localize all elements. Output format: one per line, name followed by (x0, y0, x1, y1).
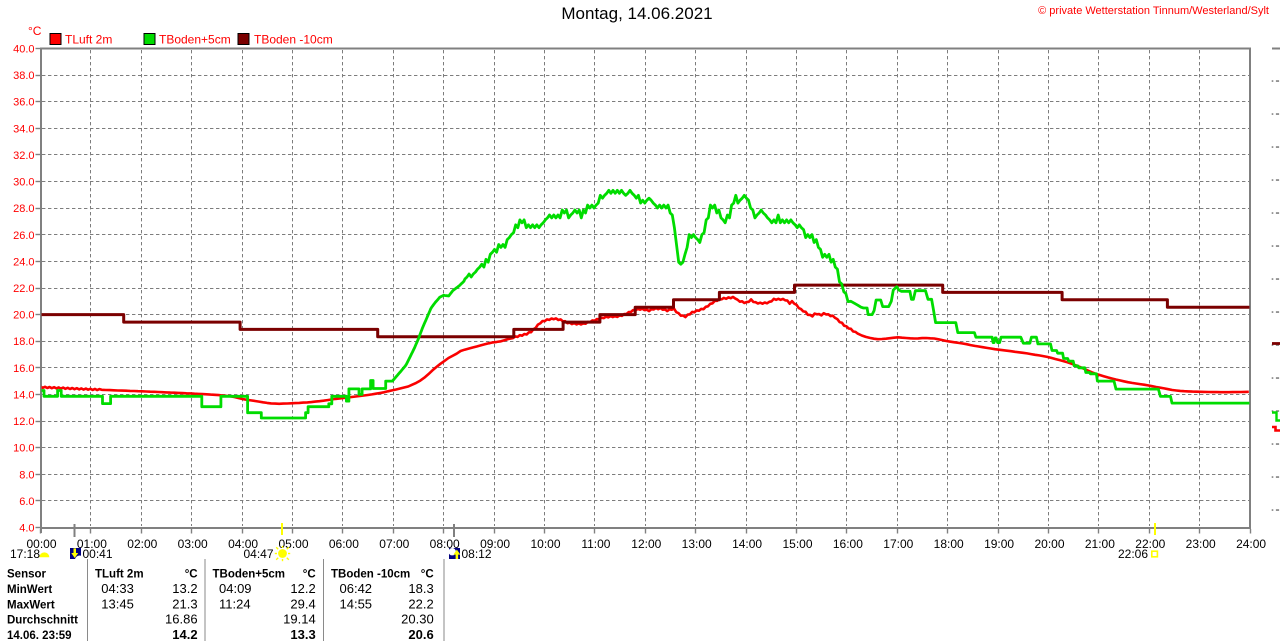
svg-text:13:00: 13:00 (682, 537, 712, 551)
svg-text:07:00: 07:00 (379, 537, 409, 551)
svg-text:TBoden+5cm: TBoden+5cm (159, 33, 231, 47)
svg-text:18:00: 18:00 (934, 537, 964, 551)
svg-text:13:45: 13:45 (101, 596, 134, 611)
svg-text:14:55: 14:55 (340, 596, 373, 611)
svg-text:30.0: 30.0 (13, 177, 34, 189)
svg-text:TBoden+5cm: TBoden+5cm (213, 569, 286, 581)
svg-text:13.2: 13.2 (172, 581, 197, 596)
svg-text:19.14: 19.14 (283, 612, 316, 627)
svg-text:16:00: 16:00 (833, 537, 863, 551)
svg-text:21:00: 21:00 (1085, 537, 1115, 551)
svg-text:24.0: 24.0 (13, 256, 34, 268)
svg-text:17:00: 17:00 (883, 537, 913, 551)
svg-text:11:00: 11:00 (581, 537, 610, 551)
svg-text:36.0: 36.0 (13, 97, 34, 109)
svg-text:12.0: 12.0 (13, 416, 34, 428)
svg-text:08:12: 08:12 (462, 547, 492, 561)
svg-text:TBoden -10cm: TBoden -10cm (254, 33, 333, 47)
svg-text:°C: °C (421, 569, 434, 581)
svg-text:TLuft 2m: TLuft 2m (95, 569, 144, 581)
svg-text:04:00: 04:00 (228, 537, 258, 551)
svg-text:06:42: 06:42 (340, 581, 373, 596)
svg-text:16.86: 16.86 (165, 612, 198, 627)
svg-text:22:00: 22:00 (1135, 537, 1165, 551)
svg-text:06:00: 06:00 (329, 537, 359, 551)
svg-text:6.0: 6.0 (19, 496, 34, 508)
svg-text:04:47: 04:47 (243, 547, 273, 561)
svg-text:24:00: 24:00 (1236, 537, 1266, 551)
svg-text:00:00: 00:00 (26, 537, 56, 551)
svg-text:12:00: 12:00 (631, 537, 661, 551)
svg-text:10.0: 10.0 (13, 443, 34, 455)
svg-text:29.4: 29.4 (290, 596, 315, 611)
svg-text:32.0: 32.0 (13, 150, 34, 162)
svg-text:08:00: 08:00 (430, 537, 460, 551)
svg-text:4.0: 4.0 (19, 523, 34, 535)
svg-text:04:33: 04:33 (101, 581, 134, 596)
svg-text:Montag, 14.06.2021: Montag, 14.06.2021 (561, 4, 712, 23)
svg-text:Sensor: Sensor (7, 569, 47, 581)
svg-text:18.3: 18.3 (408, 581, 433, 596)
svg-text:38.0: 38.0 (13, 70, 34, 82)
svg-text:16.0: 16.0 (13, 363, 34, 375)
svg-text:22.2: 22.2 (408, 596, 433, 611)
svg-text:14.0: 14.0 (13, 389, 34, 401)
svg-text:20:00: 20:00 (1034, 537, 1064, 551)
svg-text:TLuft 2m: TLuft 2m (65, 33, 112, 47)
svg-text:05:00: 05:00 (278, 537, 308, 551)
svg-text:14.2: 14.2 (172, 627, 197, 641)
svg-text:19:00: 19:00 (984, 537, 1014, 551)
svg-text:26.0: 26.0 (13, 230, 34, 242)
svg-text:15:00: 15:00 (782, 537, 812, 551)
svg-text:°C: °C (303, 569, 316, 581)
svg-text:°C: °C (185, 569, 198, 581)
svg-text:MaxWert: MaxWert (7, 599, 55, 611)
svg-text:18.0: 18.0 (13, 336, 34, 348)
svg-text:10:00: 10:00 (530, 537, 560, 551)
svg-text:8.0: 8.0 (19, 469, 34, 481)
svg-text:02:00: 02:00 (127, 537, 157, 551)
svg-text:Durchschnitt: Durchschnitt (7, 615, 78, 627)
svg-text:20.0: 20.0 (13, 310, 34, 322)
svg-text:14.06. 23:59: 14.06. 23:59 (7, 630, 72, 641)
svg-text:22:06: 22:06 (1118, 547, 1148, 561)
svg-text:13.3: 13.3 (290, 627, 315, 641)
svg-text:04:09: 04:09 (219, 581, 252, 596)
svg-text:00:41: 00:41 (83, 547, 113, 561)
svg-text:20.6: 20.6 (408, 627, 433, 641)
svg-text:20.30: 20.30 (401, 612, 434, 627)
svg-text:09:00: 09:00 (480, 537, 510, 551)
svg-text:12.2: 12.2 (290, 581, 315, 596)
svg-text:40.0: 40.0 (13, 44, 34, 56)
svg-text:°C: °C (28, 24, 42, 38)
svg-text:22.0: 22.0 (13, 283, 34, 295)
svg-text:23:00: 23:00 (1186, 537, 1216, 551)
svg-text:17:18: 17:18 (10, 547, 40, 561)
svg-text:34.0: 34.0 (13, 123, 34, 135)
svg-text:14:00: 14:00 (732, 537, 762, 551)
svg-text:TBoden -10cm: TBoden -10cm (331, 569, 410, 581)
svg-text:01:00: 01:00 (77, 537, 107, 551)
svg-text:MinWert: MinWert (7, 584, 52, 596)
svg-text:28.0: 28.0 (13, 203, 34, 215)
svg-text:21.3: 21.3 (172, 596, 197, 611)
svg-text:03:00: 03:00 (178, 537, 208, 551)
svg-text:© private Wetterstation Tinnum: © private Wetterstation Tinnum/Westerlan… (1038, 5, 1269, 17)
svg-text:11:24: 11:24 (219, 596, 251, 611)
